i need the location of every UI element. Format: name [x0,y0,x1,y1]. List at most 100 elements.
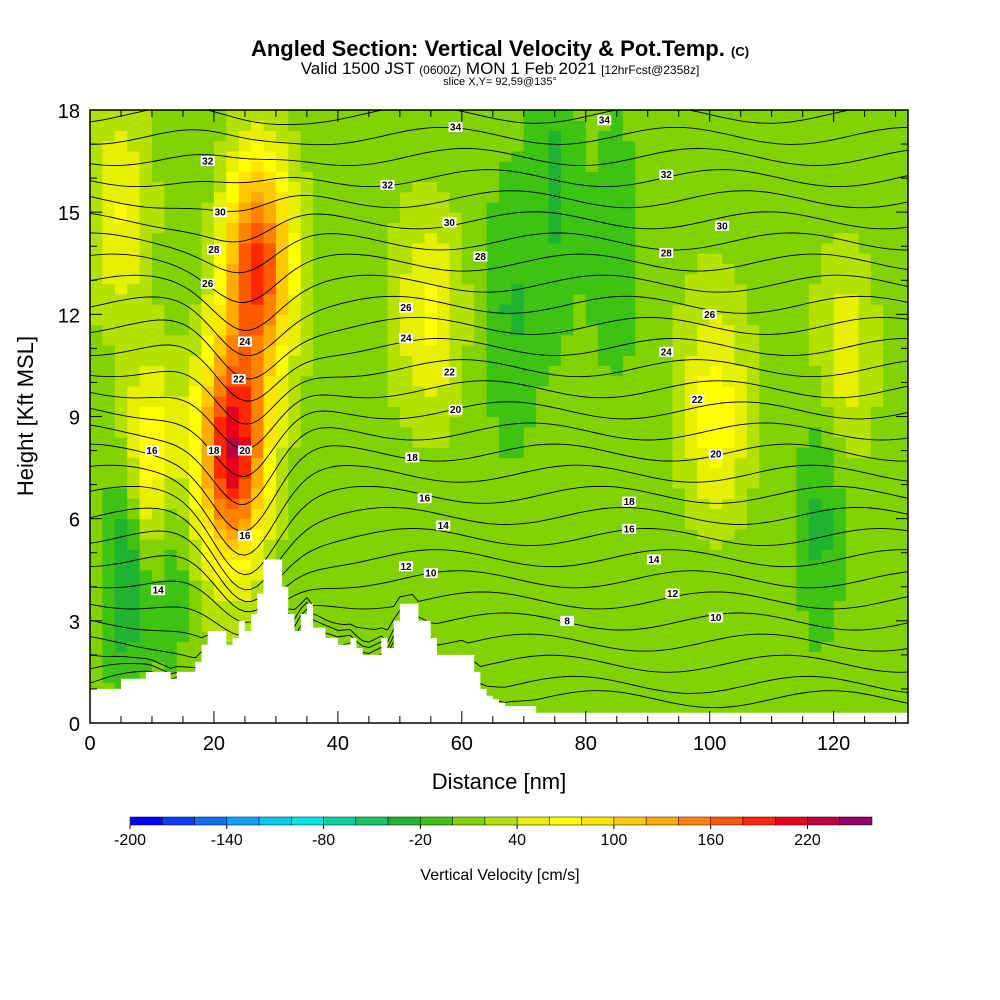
velocity-cell [164,130,178,142]
velocity-cell [114,600,128,612]
velocity-cell [635,416,649,428]
velocity-cell [461,549,475,561]
velocity-cell [573,242,587,254]
velocity-cell [114,539,128,550]
velocity-cell [399,181,413,193]
velocity-cell [201,355,215,367]
velocity-cell [412,344,426,356]
velocity-cell [660,579,674,591]
velocity-cell [722,488,736,499]
velocity-cell [598,528,612,540]
velocity-cell [808,651,822,663]
velocity-cell [511,682,525,693]
velocity-cell [684,426,698,438]
velocity-cell [746,569,760,581]
velocity-cell [585,457,599,469]
velocity-cell [746,385,760,397]
velocity-cell [548,344,562,356]
velocity-cell [114,579,128,591]
velocity-cell [164,283,178,295]
velocity-cell [102,201,116,213]
velocity-cell [238,253,252,264]
velocity-cell [362,385,376,397]
velocity-cell [536,191,550,203]
velocity-cell [350,559,364,571]
velocity-cell [189,120,203,132]
y-tick-label: 12 [58,305,80,327]
velocity-cell [176,641,190,653]
contour-label-bg [237,445,252,456]
velocity-cell [573,661,587,673]
colorbar-tick-label: -200 [114,832,146,849]
velocity-cell [573,569,587,581]
velocity-cell [895,610,908,622]
colorbar-tick-label: -20 [409,832,432,849]
velocity-cell [90,283,103,295]
velocity-cell [127,293,141,305]
forecast-run: [12hrFcst@2358z] [601,63,700,77]
velocity-cell [821,467,835,479]
velocity-cell [176,518,190,530]
velocity-cell [226,590,240,601]
velocity-cell [697,661,711,673]
velocity-cell [151,150,165,162]
velocity-cell [883,324,897,336]
velocity-cell [226,549,240,561]
velocity-cell [151,406,165,418]
theta-contour [90,506,908,591]
velocity-cell [461,508,475,520]
velocity-cell [189,242,203,254]
velocity-cell [548,242,562,254]
velocity-cell [746,253,760,264]
velocity-cell [548,201,562,213]
contour-label-bg [151,585,166,596]
velocity-cell [486,283,500,295]
velocity-cell [697,579,711,591]
velocity-cell [610,253,624,264]
velocity-cell [697,477,711,489]
velocity-cell [560,436,574,448]
velocity-cell [585,436,599,448]
velocity-cell [362,620,376,632]
velocity-cell [300,508,314,520]
velocity-cell [176,549,190,561]
velocity-cell [722,528,736,540]
velocity-cell [275,161,289,172]
velocity-cell [548,488,562,499]
velocity-cell [288,549,302,561]
velocity-cell [536,222,550,234]
velocity-cell [511,375,525,387]
velocity-cell [437,130,451,142]
velocity-cell [114,242,128,254]
velocity-cell [387,539,401,550]
velocity-cell [585,212,599,223]
velocity-cell [424,385,438,397]
velocity-cell [486,355,500,367]
velocity-cell [585,620,599,632]
velocity-cell [697,416,711,428]
velocity-cell [808,222,822,234]
velocity-cell [585,641,599,653]
velocity-cell [870,692,884,704]
velocity-cell [201,508,215,520]
velocity-cell [784,181,798,193]
velocity-cell [560,232,574,244]
velocity-cell [573,140,587,152]
velocity-cell [424,447,438,458]
velocity-cell [585,375,599,387]
velocity-cell [412,610,426,622]
velocity-cell [709,692,723,704]
velocity-cell [610,488,624,499]
velocity-cell [536,334,550,346]
velocity-cell [164,344,178,356]
velocity-cell [697,324,711,336]
velocity-cell [846,518,860,530]
velocity-cell [883,457,897,469]
velocity-cell [176,212,190,223]
velocity-cell [672,498,686,510]
velocity-cell [846,120,860,132]
velocity-cell [139,232,153,244]
velocity-cell [511,304,525,315]
velocity-cell [622,416,636,428]
velocity-cell [362,457,376,469]
